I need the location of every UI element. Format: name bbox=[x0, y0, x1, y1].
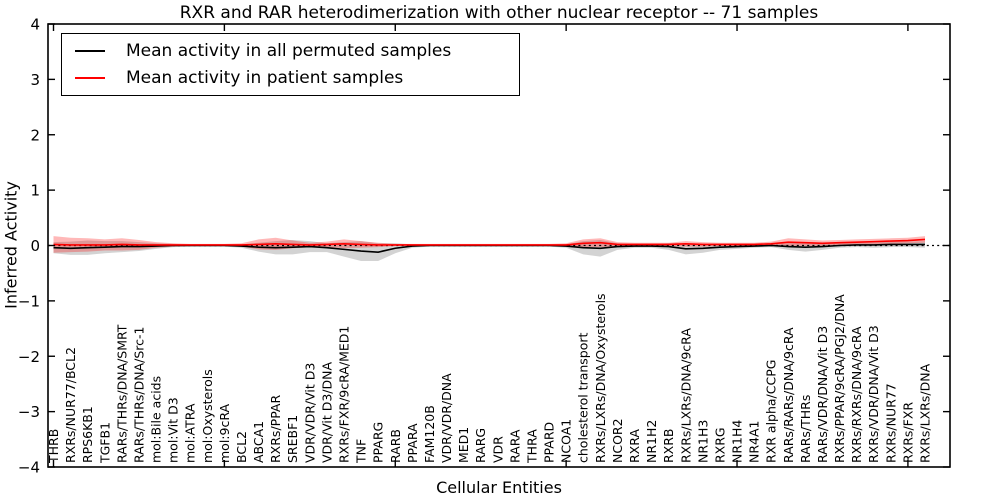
y-tick-label: 4 bbox=[30, 16, 40, 34]
x-category-label: TGFB1 bbox=[97, 422, 112, 464]
x-category-label: RXRs/FXR bbox=[900, 402, 915, 463]
x-category-label: RXRA bbox=[627, 429, 642, 463]
y-tick-label: −1 bbox=[18, 292, 40, 310]
y-axis-label: Inferred Activity bbox=[1, 181, 21, 309]
x-category-label: mol:Bile acids bbox=[149, 376, 164, 463]
x-category-label: RARs/THRs/DNA/Src-1 bbox=[131, 327, 146, 463]
x-category-label: FAM120B bbox=[422, 405, 437, 463]
x-category-label: RARs/RARs/DNA/9cRA bbox=[781, 327, 796, 463]
x-category-label: mol:ATRA bbox=[183, 403, 198, 463]
x-category-label: mol:Oxysterols bbox=[200, 369, 215, 463]
x-category-label: RARs/THRs bbox=[798, 395, 813, 463]
x-category-label: RARB bbox=[388, 429, 403, 463]
y-tick-label: 1 bbox=[30, 182, 40, 200]
x-category-label: RXRs/LXRs/DNA bbox=[918, 363, 933, 463]
x-category-label: RXRs/VDR/DNA/Vit D3 bbox=[866, 325, 881, 463]
x-category-label: SREBF1 bbox=[285, 415, 300, 463]
x-category-label: RXRs/LXRs/DNA/Oxysterols bbox=[593, 293, 608, 463]
x-category-label: VDR/VDR/Vit D3 bbox=[302, 363, 317, 463]
x-category-label: VDR bbox=[490, 436, 505, 463]
x-axis-label: Cellular Entities bbox=[436, 478, 562, 497]
x-category-label: RXRG bbox=[712, 427, 727, 463]
legend-label-permuted: Mean activity in all permuted samples bbox=[126, 41, 452, 61]
x-category-label: RXRB bbox=[661, 428, 676, 463]
x-category-label: BCL2 bbox=[234, 431, 249, 463]
x-category-label: PPARA bbox=[405, 423, 420, 463]
patient-line-swatch bbox=[75, 77, 105, 79]
y-tick-label: 3 bbox=[30, 71, 40, 89]
x-category-label: THRB bbox=[46, 429, 61, 464]
x-category-label: NCOA1 bbox=[559, 419, 574, 463]
x-category-label: mol:Vit D3 bbox=[166, 397, 181, 463]
y-tick-label: −4 bbox=[18, 459, 40, 477]
x-category-label: RPS6KB1 bbox=[80, 406, 95, 463]
x-category-label: TNF bbox=[354, 439, 369, 464]
x-category-label: THRA bbox=[524, 429, 539, 464]
x-category-label: NR1H4 bbox=[730, 420, 745, 463]
x-category-label: RARA bbox=[507, 429, 522, 463]
patient-mean-line bbox=[53, 238, 926, 246]
chart-title: RXR and RAR heterodimerization with othe… bbox=[179, 3, 819, 23]
x-category-label: RXRs/LXRs/DNA/9cRA bbox=[678, 328, 693, 463]
x-category-label: NCOR2 bbox=[610, 418, 625, 463]
y-tick-label: 2 bbox=[30, 126, 40, 144]
permuted-std-band bbox=[53, 239, 925, 262]
x-category-label: RXRs/PPAR bbox=[268, 395, 283, 463]
legend-item-permuted: Mean activity in all permuted samples bbox=[75, 41, 519, 61]
x-category-label: cholesterol transport bbox=[576, 332, 591, 463]
x-category-label: RXR alpha/CCPG bbox=[764, 360, 779, 463]
y-tick-label: −2 bbox=[18, 348, 40, 366]
legend-item-patient: Mean activity in patient samples bbox=[75, 68, 519, 88]
x-category-label: mol:9cRA bbox=[217, 403, 232, 463]
x-category-label: RXRs/PPAR/9cRA/PGJ2/DNA bbox=[832, 294, 847, 463]
x-category-label: RXRs/FXR/9cRA/MED1 bbox=[337, 326, 352, 463]
x-category-label: RARG bbox=[473, 428, 488, 463]
legend-label-patient: Mean activity in patient samples bbox=[126, 68, 404, 88]
x-category-label: NR1H2 bbox=[644, 420, 659, 463]
x-category-label: NR4A1 bbox=[747, 421, 762, 464]
x-category-label: RARs/THRs/DNA/SMRT bbox=[114, 324, 129, 463]
x-category-label: RXRs/RXRs/DNA/9cRA bbox=[849, 326, 864, 463]
x-category-label: RARs/VDR/DNA/Vit D3 bbox=[815, 326, 830, 463]
x-category-label: NR1H3 bbox=[695, 420, 710, 463]
x-category-label: ABCA1 bbox=[251, 421, 266, 463]
x-category-label: RXRs/NUR77 bbox=[883, 383, 898, 463]
x-category-label: VDR/Vit D3/DNA bbox=[319, 362, 334, 463]
permuted-line-swatch bbox=[75, 50, 105, 52]
x-category-label: PPARD bbox=[542, 422, 557, 463]
x-category-label: MED1 bbox=[456, 427, 471, 463]
y-tick-label: 0 bbox=[30, 237, 40, 255]
legend: Mean activity in all permuted samples Me… bbox=[61, 33, 520, 96]
x-category-label: VDR/VDR/DNA bbox=[439, 373, 454, 463]
x-category-label: RXRs/NUR77/BCL2 bbox=[63, 347, 78, 463]
x-category-label: PPARG bbox=[371, 422, 386, 463]
y-tick-label: −3 bbox=[18, 403, 40, 421]
